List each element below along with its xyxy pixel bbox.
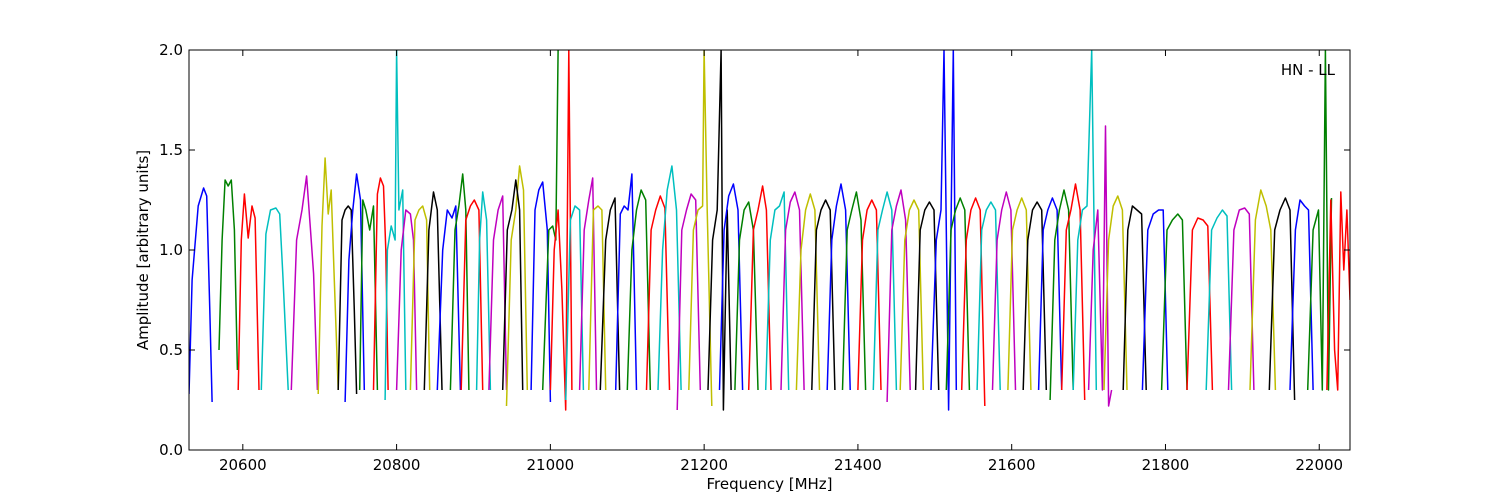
spectrum-series-line [436,205,462,391]
spectrum-series-line [930,50,958,411]
spectrum-series-line [1186,217,1214,391]
spectrum-series-line [1249,189,1277,391]
spectrum-series-line [488,195,508,391]
plot-annotation: HN - LL [1281,61,1336,79]
spectrum-series-line [505,165,529,407]
spectrum-series-line [317,157,339,395]
spectrum-series-line [501,179,524,391]
spectrum-series-line [1072,50,1098,391]
spectrum-series-line [976,201,1001,391]
spectrum-series-line [645,195,671,391]
spectrum-series-line [886,189,911,403]
y-tick-label: 1.0 [159,241,183,259]
axes-layer: 20600 20800 21000 21200 21400 21600 21800 22000… [159,41,1350,474]
y-axis-label: Amplitude [arbitrary units] [134,150,152,350]
spectrum-series-line [260,207,289,391]
y-tick-label: 1.5 [159,141,183,159]
spectrum-series-line [384,50,407,401]
spectrum-series-line [358,199,379,391]
x-tick-label: 20800 [373,456,421,474]
spectrum-series-line [1227,207,1255,391]
spectrum-series-line [1289,199,1314,391]
spectrum-series-line [588,205,607,391]
spectrum-series-line [578,177,598,391]
spectrum-series-line [449,173,470,391]
x-tick-label: 20600 [219,456,267,474]
spectrum-series-line [764,191,790,391]
spectrum-series-line [811,199,836,391]
spectrum-series-line [1205,209,1233,391]
spectrum-series-line [1268,197,1296,401]
spectrum-series-line [1060,183,1086,401]
spectrum-series-line [372,177,389,391]
spectrum-series-line [409,205,431,391]
spectrum-series-line [549,50,573,411]
spectrum-series-line [1103,195,1128,391]
spectrum-series-line [1306,50,1333,391]
spectrum-series-line [914,201,940,391]
spectrum-series-line [599,197,621,391]
spectrum-series-line [423,191,443,391]
spectrum-series-line [872,191,898,391]
series-layer [189,50,1350,411]
spectrum-series-line [688,50,713,407]
x-tick-label: 22000 [1295,456,1343,474]
spectrum-series-line [564,205,585,401]
spectrum-series-line [1141,209,1169,391]
x-tick-label: 21200 [680,456,728,474]
spectrum-series-line [475,191,492,391]
y-tick-label: 2.0 [159,41,183,59]
spectrum-series-line [676,193,702,411]
spectrum-series-line [218,179,239,371]
x-tick-label: 21400 [834,456,882,474]
x-tick-label: 21000 [527,456,575,474]
spectrum-series-line [780,191,805,391]
spectrum-series-line [344,173,366,403]
spectrum-series-line [657,165,682,391]
y-tick-label: 0.5 [159,341,183,359]
spectrum-series-line [1049,189,1074,401]
x-tick-label: 21800 [1142,456,1190,474]
spectrum-series-line [1037,197,1063,391]
y-tick-label: 0.0 [159,441,183,459]
spectrum-series-line [1160,213,1188,391]
spectrum-series-line [1087,125,1113,407]
x-tick-label: 21600 [988,456,1036,474]
spectrum-series-line [237,193,260,391]
spectrum-series-line [747,185,772,391]
spectrum-series-line [734,201,759,391]
spectrum-series-line [541,50,559,391]
spectrum-series-line [337,205,358,395]
x-axis-label: Frequency [MHz] [706,475,832,493]
spectrum-series-line [189,187,213,403]
spectrum-series-line [290,175,319,391]
spectrum-series-line [1326,191,1350,391]
spectrum-series-line [614,173,638,391]
spectrum-series-line [626,189,652,391]
spectrum-series-line [1122,205,1147,391]
